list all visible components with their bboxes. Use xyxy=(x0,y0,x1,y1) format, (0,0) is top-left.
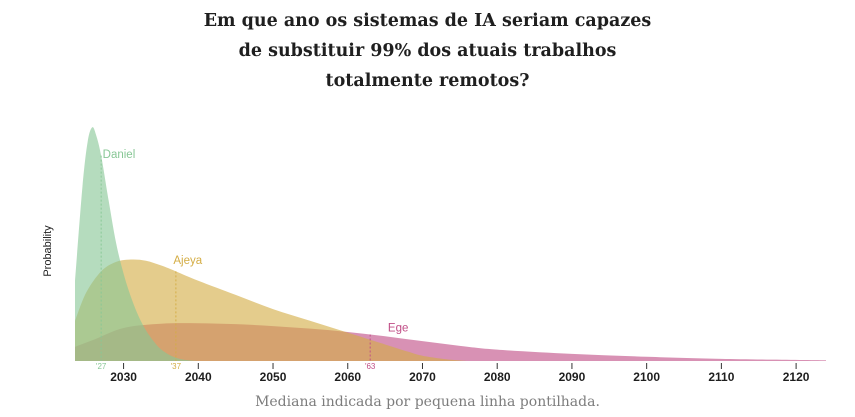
series-label-daniel: Daniel xyxy=(103,149,136,161)
series-label-ege: Ege xyxy=(388,323,408,335)
x-tick-label: 2090 xyxy=(559,370,586,384)
series-label-ajeya: Ajeya xyxy=(173,255,202,267)
median-label-ajeya: '37 xyxy=(171,362,182,371)
x-tick-label: 2040 xyxy=(185,370,212,384)
title-line-1: Em que ano os sistemas de IA seriam capa… xyxy=(203,11,652,31)
x-tick-label: 2060 xyxy=(334,370,361,384)
x-tick-label: 2050 xyxy=(260,370,287,384)
series-label-layer: Ege Ajeya Daniel xyxy=(103,149,409,334)
x-tick-label: 2070 xyxy=(409,370,436,384)
area-ajeya xyxy=(75,259,468,361)
x-tick-label: 2100 xyxy=(633,370,660,384)
median-label-daniel: '27 xyxy=(96,362,107,371)
x-tick-label: 2030 xyxy=(110,370,137,384)
title-line-2: de substituir 99% dos atuais trabalhos xyxy=(238,41,617,61)
median-layer: '63 '37 '27 xyxy=(96,155,376,371)
title-line-3: totalmente remotos? xyxy=(325,71,530,91)
x-axis: 2030 2040 2050 2060 2070 2080 2090 2100 2110 2120 xyxy=(110,363,810,384)
x-tick-label: 2120 xyxy=(783,370,810,384)
x-tick-label: 2080 xyxy=(484,370,511,384)
chart-caption: Mediana indicada por pequena linha ponti… xyxy=(255,394,600,410)
chart-title: Em que ano os sistemas de IA seriam capa… xyxy=(0,6,855,96)
area-layer xyxy=(75,127,826,361)
median-label-ege: '63 xyxy=(365,362,376,371)
area-daniel xyxy=(75,127,199,361)
x-tick-label: 2110 xyxy=(708,370,734,384)
